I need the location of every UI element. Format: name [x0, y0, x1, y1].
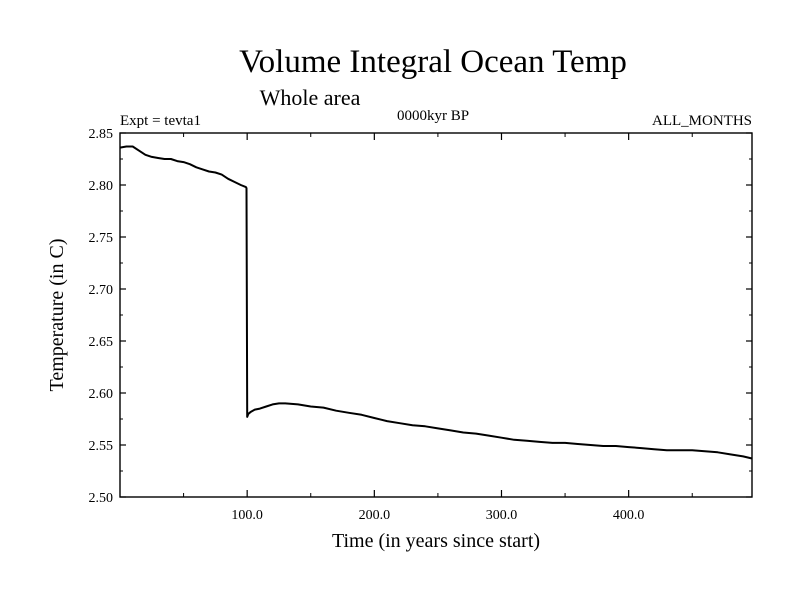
x-tick-label: 200.0 [359, 508, 391, 523]
experiment-label: Expt = tevta1 [120, 113, 201, 129]
x-axis-label: Time (in years since start) [332, 530, 540, 552]
months-label: ALL_MONTHS [652, 113, 752, 129]
y-tick-label: 2.75 [89, 231, 114, 246]
plot-frame [119, 132, 753, 498]
x-axis: 100.0 200.0 300.0 400.0 [183, 133, 693, 523]
y-tick-label: 2.80 [89, 179, 114, 194]
chart-title: Volume Integral Ocean Temp [239, 44, 627, 80]
period-label: 0000kyr BP [397, 108, 469, 124]
y-tick-label: 2.55 [89, 439, 114, 454]
y-tick-label: 2.65 [89, 335, 114, 350]
y-axis-label: Temperature (in C) [46, 239, 68, 392]
x-tick-label: 300.0 [486, 508, 518, 523]
chart-subtitle: Whole area [260, 85, 361, 110]
x-tick-label: 100.0 [231, 508, 263, 523]
y-tick-label: 2.50 [89, 491, 114, 506]
y-tick-label: 2.60 [89, 387, 114, 402]
y-tick-label: 2.85 [89, 127, 114, 142]
x-tick-label: 400.0 [613, 508, 645, 523]
y-axis: 2.50 2.55 2.60 2.65 2.70 2.75 2.80 2.85 [89, 127, 752, 506]
y-tick-label: 2.70 [89, 283, 114, 298]
series-line-tevta1 [119, 145, 753, 460]
